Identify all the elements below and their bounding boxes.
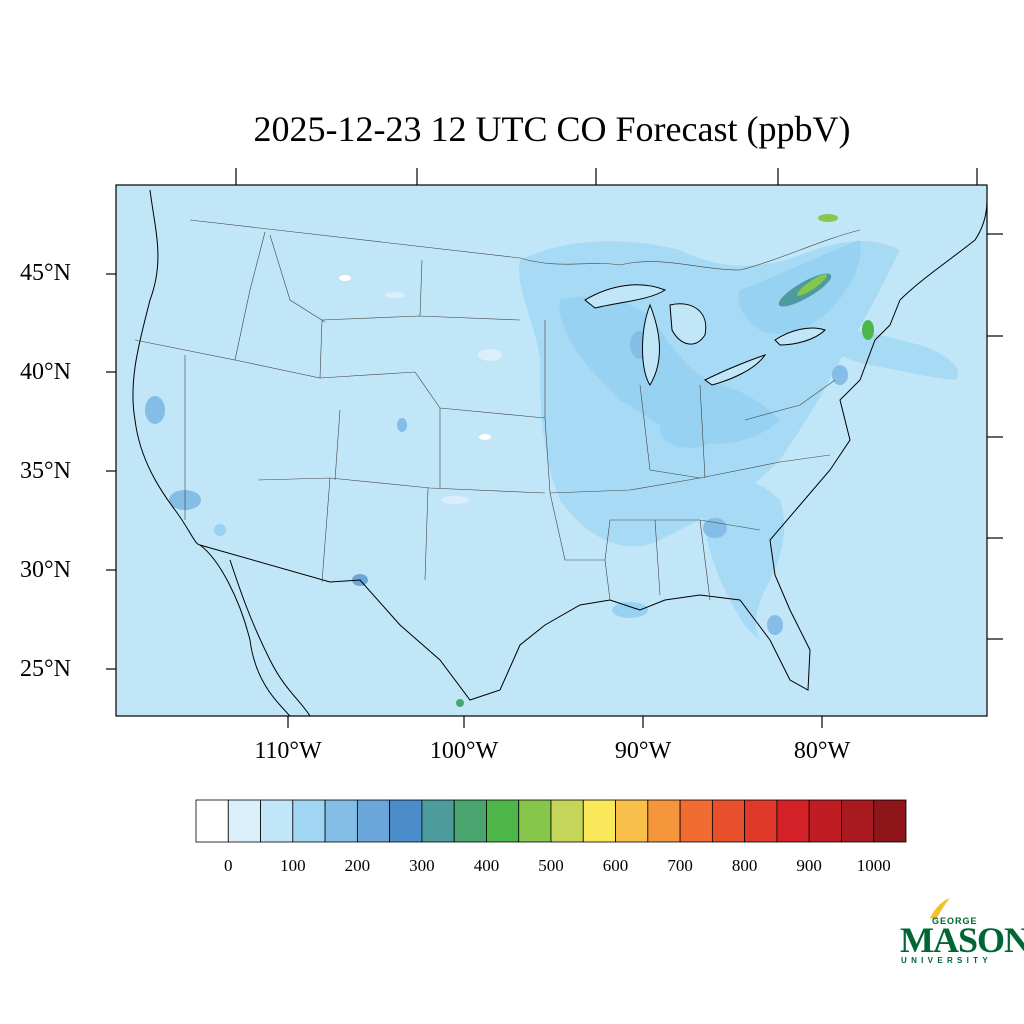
colorbar-label: 400: [473, 856, 500, 875]
colorbar-box: [389, 799, 423, 843]
colorbar-box: [356, 799, 391, 843]
colorbar-label: 200: [344, 856, 371, 875]
colorbar-box: [195, 799, 229, 843]
colorbar-box: [260, 799, 294, 843]
colorbar-box: [518, 799, 552, 843]
chart-title: 2025-12-23 12 UTC CO Forecast (ppbV): [253, 109, 851, 149]
colorbar-box: [324, 799, 358, 843]
colorbar-box: [679, 799, 713, 843]
colorbar-box: [647, 799, 681, 843]
colorbar-box: [776, 799, 810, 843]
colorbar-label: 0: [224, 856, 233, 875]
lon-label-110w: 110°W: [254, 738, 322, 764]
colorbar-box: [227, 799, 261, 843]
axis-ticks: [106, 168, 1003, 728]
colorbar-label: 500: [538, 856, 564, 875]
colorbar-label: 1000: [856, 856, 891, 875]
lon-label-90w: 90°W: [614, 738, 672, 764]
map-frame: [115, 184, 988, 717]
colorbar-box: [744, 799, 778, 843]
lon-label-80w: 80°W: [793, 738, 851, 764]
gmu-logo: GEORGE MASON UNIVERSITY: [898, 900, 1024, 970]
colorbar-box: [808, 799, 842, 843]
lon-label-100w: 100°W: [429, 738, 499, 764]
logo-main-text: MASON: [900, 920, 1024, 960]
colorbar-box: [486, 799, 520, 843]
colorbar-box: [421, 799, 455, 843]
colorbar-label: 700: [667, 856, 693, 875]
logo-top-text: GEORGE: [932, 916, 978, 926]
colorbar-box: [711, 799, 746, 843]
colorbar-box: [292, 799, 326, 843]
colorbar-label: 100: [280, 856, 306, 875]
lat-label-40n: 40°N: [20, 359, 71, 385]
colorbar-box: [582, 799, 616, 843]
colorbar-box: [615, 799, 649, 843]
logo-bottom-text: UNIVERSITY: [901, 956, 993, 965]
colorbar-box: [453, 799, 487, 843]
colorbar-label: 800: [731, 856, 758, 875]
lat-label-30n: 30°N: [20, 557, 71, 583]
colorbar-label: 300: [409, 856, 435, 875]
lat-label-25n: 25°N: [20, 656, 71, 682]
concentration-field: [145, 214, 959, 707]
lat-label-35n: 35°N: [20, 458, 71, 484]
colorbar-box: [550, 799, 584, 843]
colorbar-label: 600: [602, 856, 629, 875]
colorbar-box: [873, 799, 907, 843]
colorbar: [195, 799, 907, 843]
great-lakes: [584, 284, 826, 386]
colorbar-label: 900: [796, 856, 822, 875]
state-borders: [134, 219, 861, 601]
colorbar-box: [841, 799, 875, 843]
coastlines: [132, 189, 987, 716]
lat-label-45n: 45°N: [20, 260, 71, 286]
logo-swoosh-icon: [930, 898, 950, 920]
